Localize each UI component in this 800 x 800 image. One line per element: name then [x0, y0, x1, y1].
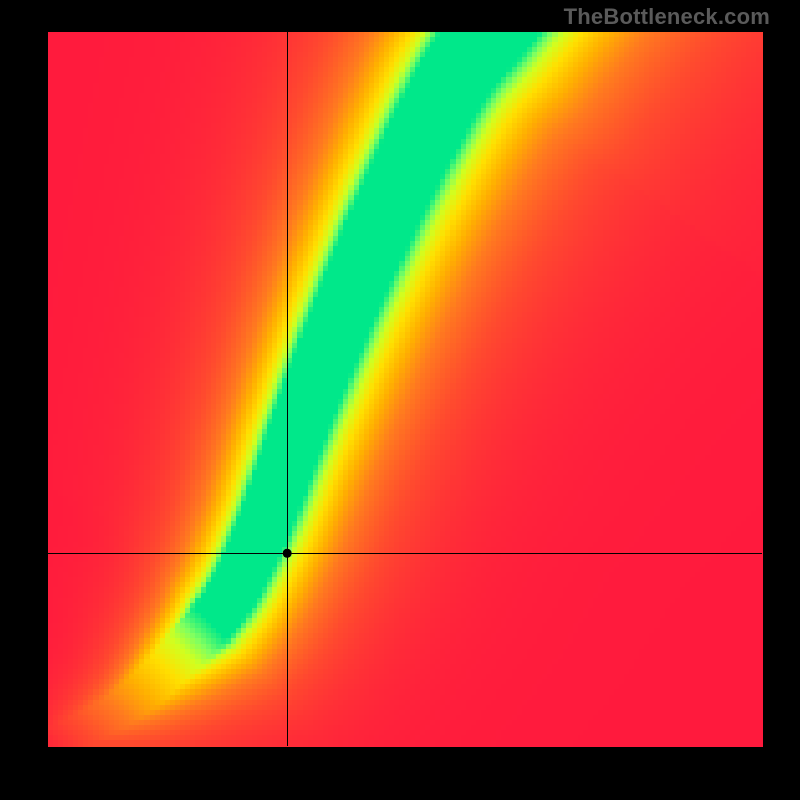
bottleneck-heatmap: [0, 0, 800, 800]
watermark-text: TheBottleneck.com: [564, 4, 770, 30]
chart-container: TheBottleneck.com: [0, 0, 800, 800]
